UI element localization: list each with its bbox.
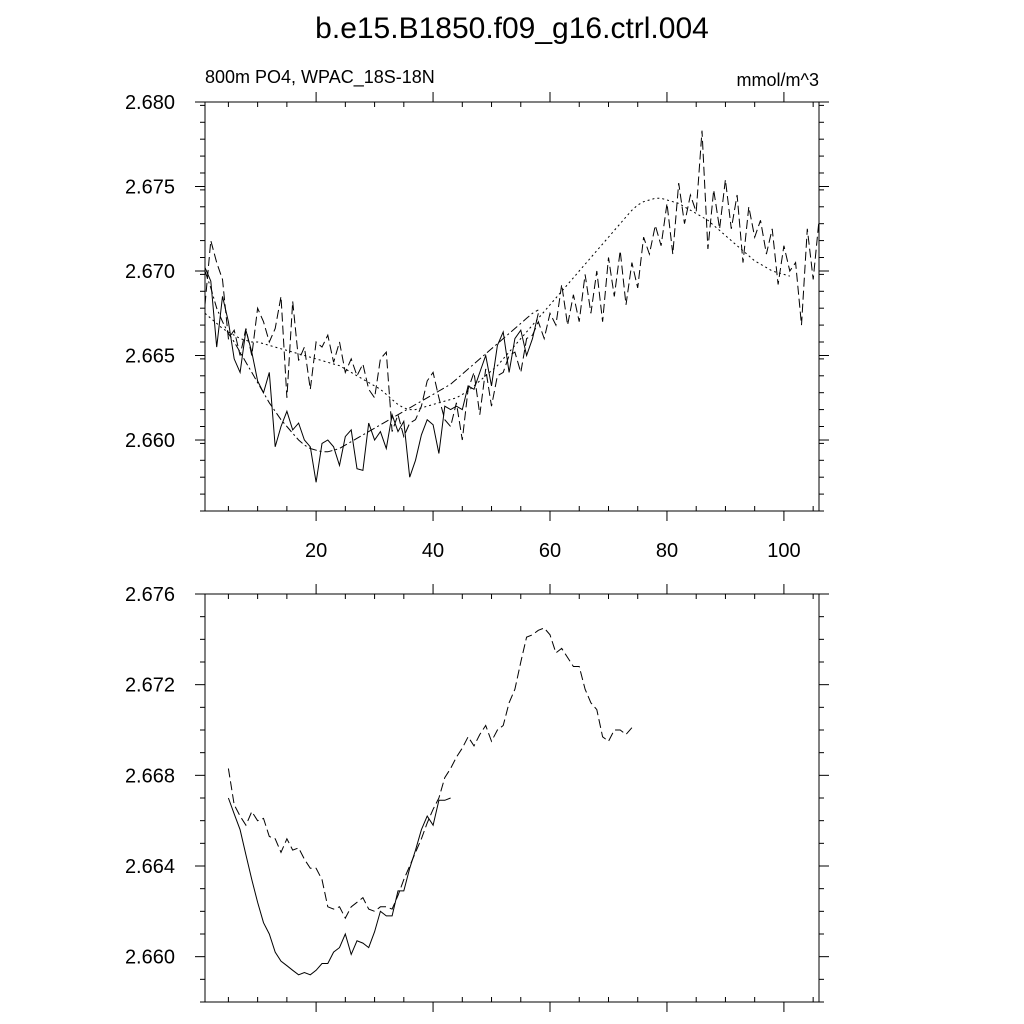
top-series-dash-dot-line	[204, 270, 539, 453]
bottom-y-tick-label: 2.672	[125, 675, 175, 697]
top-y-tick-label: 2.680	[125, 92, 175, 114]
top-y-tick-label: 2.660	[125, 430, 175, 452]
bottom-y-tick-label: 2.664	[125, 856, 175, 878]
top-y-tick-label: 2.665	[125, 346, 175, 368]
top-x-tick-label: 60	[539, 540, 561, 562]
top-x-tick-label: 100	[767, 540, 800, 562]
top-plot-frame	[204, 101, 820, 512]
top-y-tick-label: 2.670	[125, 261, 175, 283]
top-series-solid-line	[204, 267, 539, 483]
bottom-chart: 2.660 2.664 2.668 2.672 2.676	[125, 584, 829, 1012]
top-x-tick-label: 80	[656, 540, 678, 562]
top-chart-subtitle-right: mmol/m^3	[737, 70, 819, 90]
bottom-series-dashed-line	[227, 627, 633, 920]
top-series-dotted-line	[204, 197, 790, 411]
figure-title: b.e15.B1850.f09_g16.ctrl.004	[315, 12, 709, 45]
bottom-y-tick-label: 2.660	[125, 947, 175, 969]
top-x-tick-label: 40	[422, 540, 444, 562]
top-chart: 20 40 60 80 100 2.660 2.665 2.670 2.675 2.680	[125, 92, 829, 562]
top-x-tick-label: 20	[305, 540, 327, 562]
top-y-tick-label: 2.675	[125, 177, 175, 199]
bottom-y-tick-label: 2.668	[125, 765, 175, 787]
bottom-series-solid-line	[227, 797, 451, 976]
top-chart-subtitle-left: 800m PO4, WPAC_18S-18N	[205, 67, 435, 88]
bottom-y-tick-label: 2.676	[125, 584, 175, 606]
bottom-plot-frame	[204, 593, 820, 1003]
top-series-dashed-line	[204, 130, 820, 441]
